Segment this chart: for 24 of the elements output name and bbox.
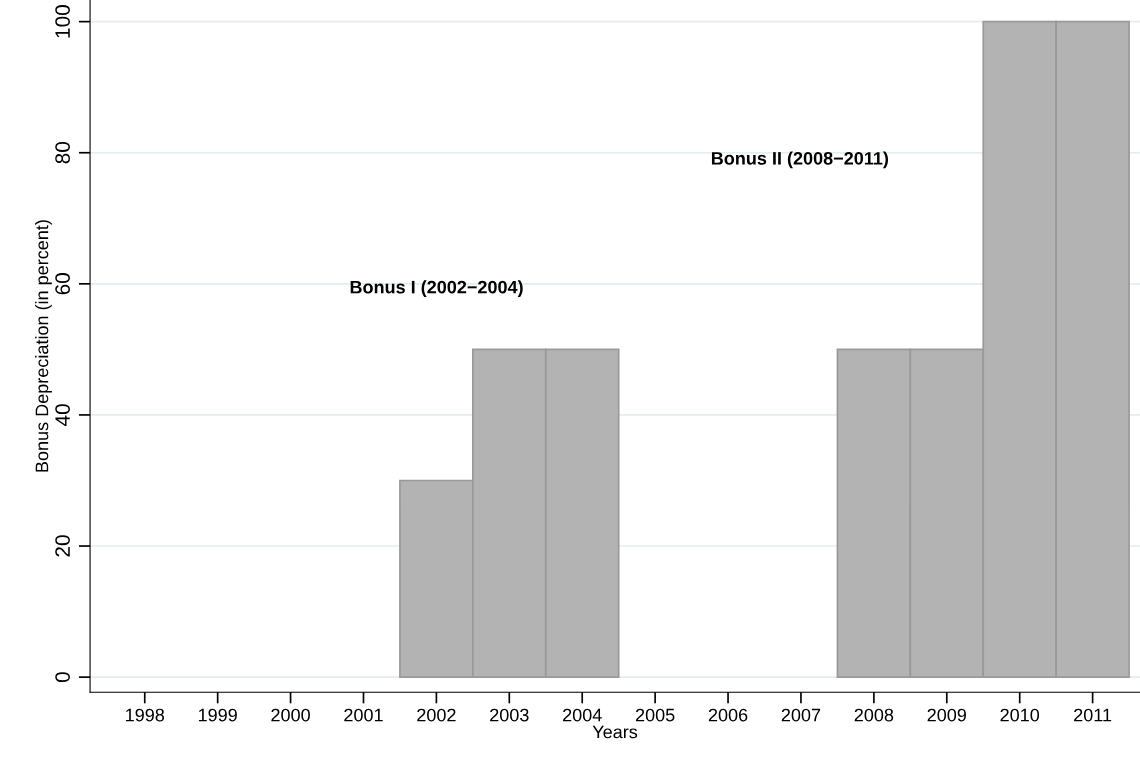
x-tick-label: 2006 xyxy=(708,708,748,722)
x-axis-title: Years xyxy=(592,725,638,739)
x-tick-label: 2004 xyxy=(563,708,602,722)
y-tick-label: 100 xyxy=(55,5,70,38)
x-tick-label: 2002 xyxy=(417,708,456,722)
x-tick-label: 2003 xyxy=(490,708,529,722)
y-tick-label: 40 xyxy=(55,404,70,427)
y-tick-label: 20 xyxy=(55,535,70,557)
y-axis-title: Bonus Depreciation (in percent) xyxy=(35,220,52,472)
x-tick-label: 1998 xyxy=(126,708,165,722)
x-tick-label: 2000 xyxy=(271,708,310,722)
y-tick-label: 60 xyxy=(55,273,70,295)
annotation: Bonus II (2008−2011) xyxy=(711,151,888,169)
x-tick-label: 2010 xyxy=(1000,708,1040,722)
x-tick-label: 2011 xyxy=(1074,708,1112,722)
annotation: Bonus I (2002−2004) xyxy=(350,280,523,298)
y-tick-label: 80 xyxy=(55,141,70,164)
y-tick-label: 0 xyxy=(55,672,70,683)
x-tick-label: 2008 xyxy=(854,708,894,722)
x-tick-label: 2005 xyxy=(635,708,675,722)
x-tick-label: 1999 xyxy=(198,708,237,722)
x-tick-label: 2007 xyxy=(781,708,821,722)
x-tick-label: 2001 xyxy=(344,708,383,722)
x-tick-label: 2009 xyxy=(927,708,967,722)
